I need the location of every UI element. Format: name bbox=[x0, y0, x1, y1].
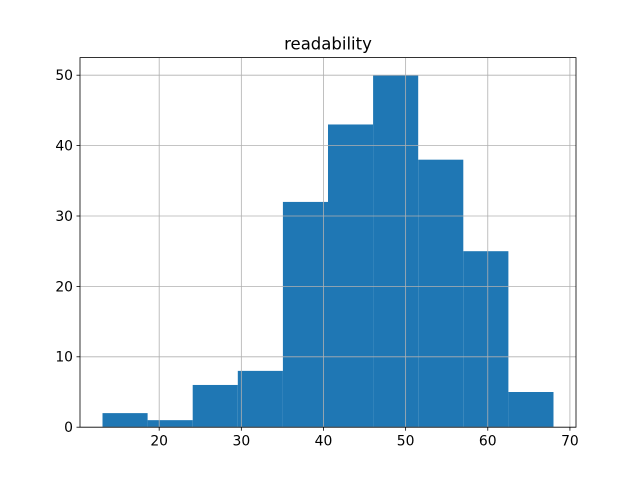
histogram-bar bbox=[237, 370, 283, 428]
x-tick-label: 70 bbox=[561, 434, 579, 450]
x-tick-label: 60 bbox=[479, 434, 497, 450]
bars-layer bbox=[102, 75, 554, 428]
histogram-bar bbox=[147, 420, 193, 428]
y-axis-ticks: 0 10 20 30 40 50 bbox=[55, 68, 80, 436]
histogram-bar bbox=[418, 159, 464, 428]
histogram-bar bbox=[192, 384, 238, 428]
x-tick-label: 30 bbox=[232, 434, 250, 450]
y-tick-label: 30 bbox=[55, 209, 73, 225]
y-tick-label: 50 bbox=[55, 68, 73, 84]
y-tick-label: 0 bbox=[64, 420, 73, 436]
histogram-bar bbox=[508, 392, 554, 428]
chart-title: readability bbox=[284, 34, 372, 53]
y-tick-label: 40 bbox=[55, 139, 73, 155]
x-tick-label: 40 bbox=[315, 434, 333, 450]
plot-border bbox=[79, 57, 577, 428]
y-tick-label: 20 bbox=[55, 279, 73, 295]
histogram-bar bbox=[282, 201, 328, 428]
histogram-bar bbox=[373, 75, 419, 428]
histogram-bar bbox=[328, 124, 374, 428]
x-axis-ticks: 20 30 40 50 60 70 bbox=[150, 427, 579, 450]
histogram-bar bbox=[102, 413, 148, 428]
histogram-bar bbox=[463, 251, 509, 428]
y-tick-label: 10 bbox=[55, 350, 73, 366]
x-tick-label: 50 bbox=[397, 434, 415, 450]
x-tick-label: 20 bbox=[150, 434, 168, 450]
